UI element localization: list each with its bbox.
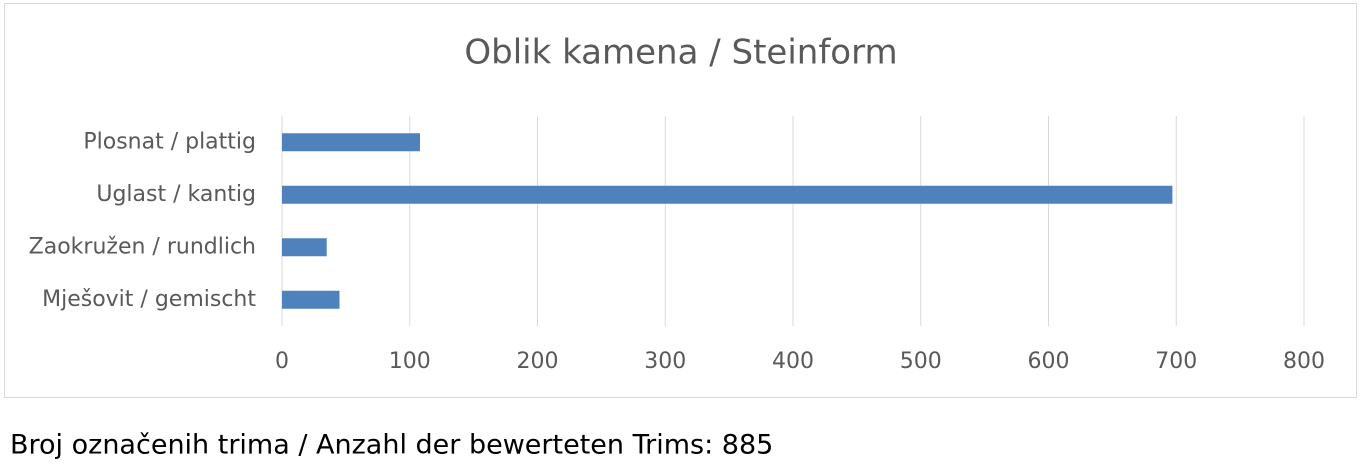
y-tick-label: Zaokružen / rundlich (29, 234, 256, 259)
x-tick-label: 800 (1283, 349, 1325, 374)
x-tick-label: 100 (389, 349, 431, 374)
x-tick-label: 500 (900, 349, 942, 374)
y-tick-label: Uglast / kantig (96, 182, 256, 207)
y-tick-label: Mješovit / gemischt (42, 287, 256, 312)
bar (282, 290, 340, 309)
x-tick-label: 600 (1028, 349, 1070, 374)
bar (282, 238, 327, 257)
bar (282, 185, 1173, 204)
chart-title: Oblik kamena / Steinform (464, 33, 897, 73)
caption: Broj označenih trima / Anzahl der bewert… (10, 430, 773, 461)
y-tick-label: Plosnat / plattig (83, 129, 256, 154)
x-tick-label: 0 (275, 349, 289, 374)
x-tick-label: 200 (517, 349, 559, 374)
x-tick-label: 700 (1155, 349, 1197, 374)
x-tick-label: 300 (644, 349, 686, 374)
bar (282, 133, 420, 152)
x-tick-label: 400 (772, 349, 814, 374)
